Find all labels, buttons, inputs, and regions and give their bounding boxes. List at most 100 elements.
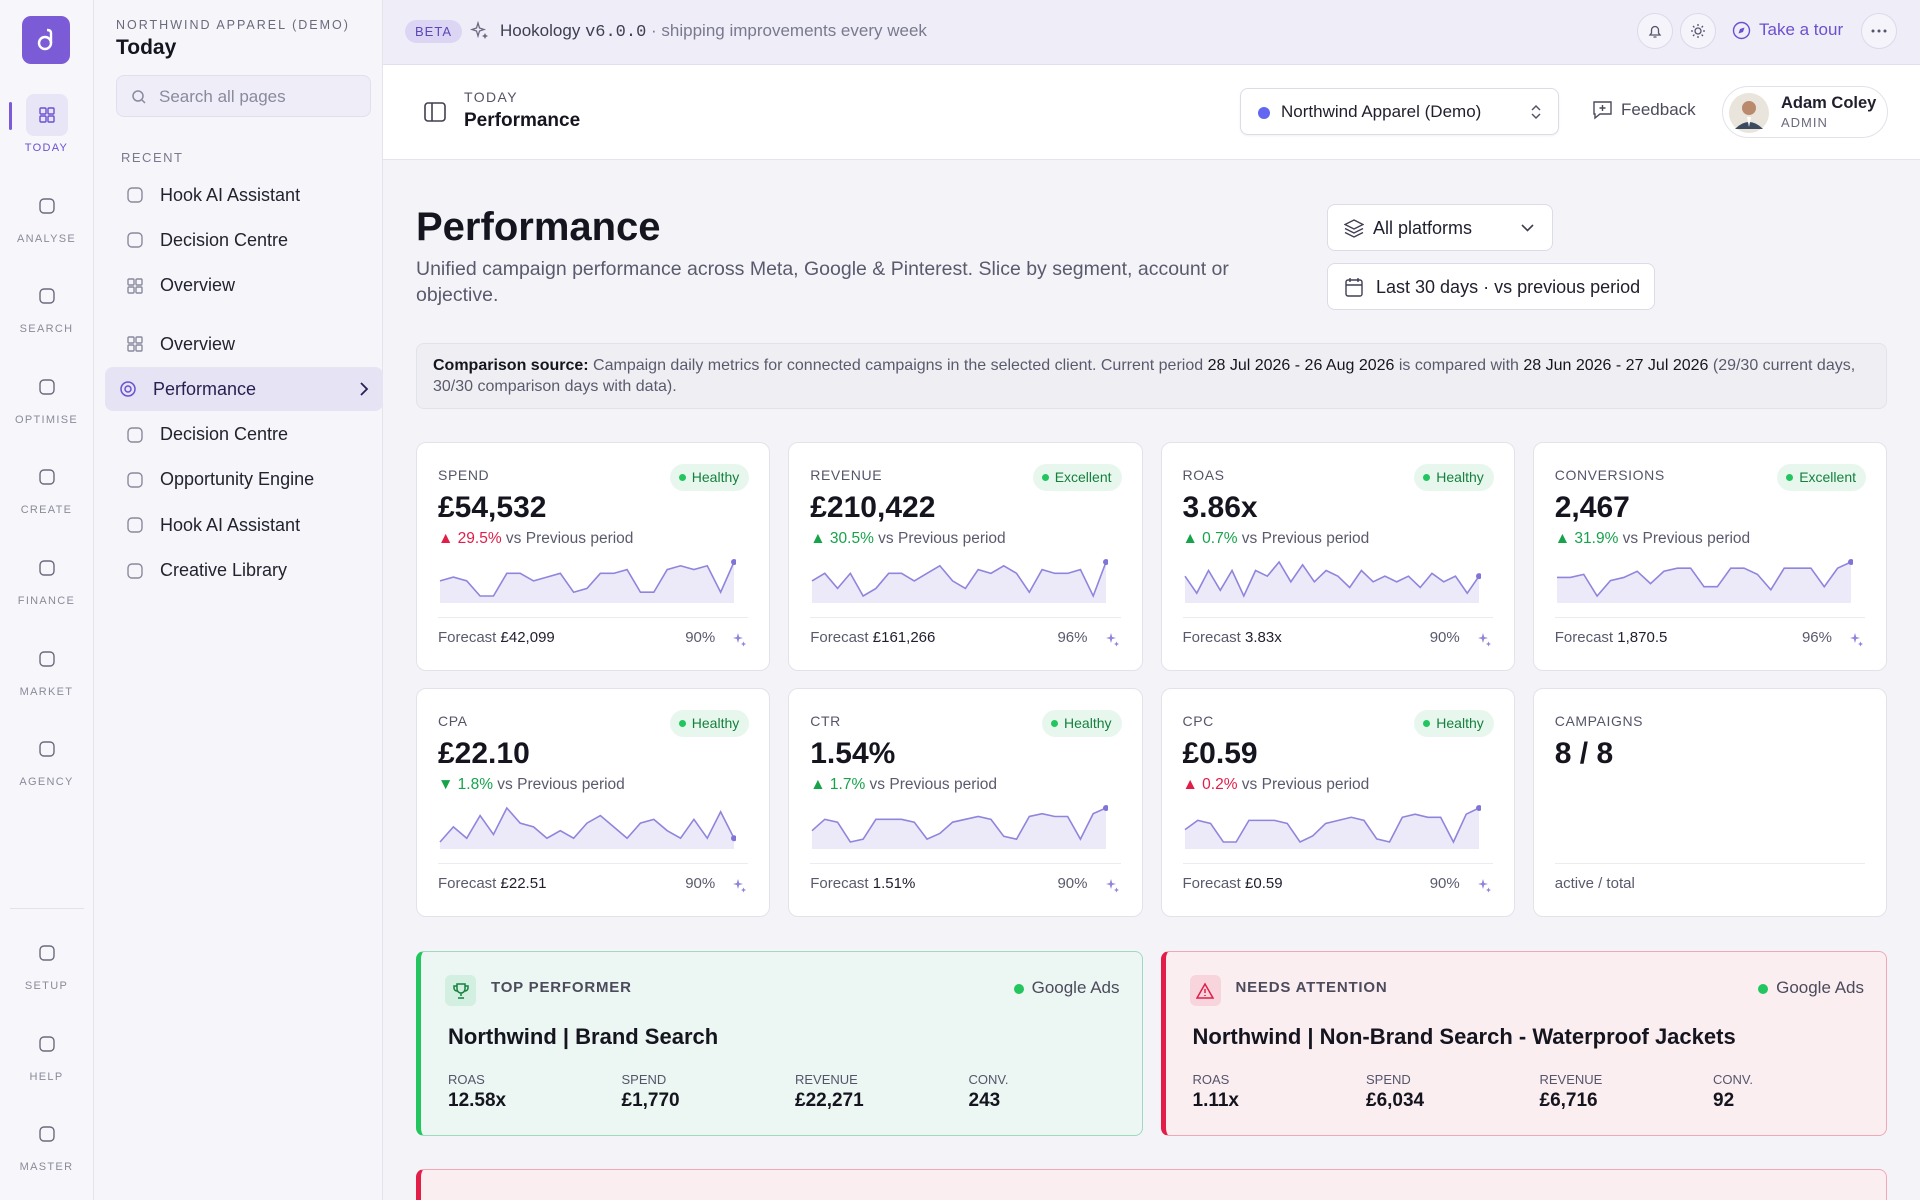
rail-icon [26,185,68,227]
metric-label: CPA [438,713,468,729]
active-page-link[interactable]: Performance [105,367,383,412]
beta-badge: BETA [405,20,462,43]
forecast-label: Forecast [810,875,869,892]
change-note: vs Previous period [878,530,1006,547]
metric-value: 1.54% [810,737,896,770]
icon-part [135,277,143,286]
rail-item[interactable]: CREATE [0,456,93,516]
release-note: Hookology v6.0.0 · shipping improvements… [500,21,927,42]
icon-part [38,115,47,123]
card-divider [810,863,1121,864]
metric-change: ▼ 1.8% vs Previous period [438,776,625,794]
recent-link[interactable]: Hook AI Assistant [106,173,383,217]
icon [38,107,55,123]
icon-path [1196,981,1214,999]
compass-icon [1732,21,1751,39]
metric-label: REVENUE [810,467,883,483]
next-card [416,1169,1887,1200]
highlight-card[interactable]: TOP PERFORMER Google Ads Northwind | Brand… [416,951,1143,1136]
page-link[interactable]: Hook AI Assistant [106,503,383,547]
sparkline-line [1556,561,1852,598]
rail-item[interactable]: HELP [0,1023,93,1083]
layers-icon [1344,219,1364,238]
forecast-value: 1,870.5 [1617,629,1668,646]
ai-icon-path [733,633,747,647]
stat: CONV. 243 [969,1072,1009,1112]
rail-item[interactable]: SEARCH [0,275,93,335]
stat: ROAS 1.11x [1193,1072,1240,1112]
client-select[interactable]: Northwind Apparel (Demo) [1240,88,1559,135]
date-filter[interactable]: Last 30 days · vs previous period [1327,263,1655,310]
user-menu[interactable]: Adam Coley ADMIN [1722,86,1888,138]
change-value: ▲ 31.9% [1554,530,1619,547]
icon [127,187,143,203]
stat-label: REVENUE [1539,1072,1603,1087]
page-link[interactable]: Overview [106,322,383,366]
recent-link[interactable]: Decision Centre [106,218,383,262]
page-link[interactable]: Decision Centre [106,413,383,457]
rail-item[interactable]: AGENCY [0,728,93,788]
rail-item[interactable]: MARKET [0,638,93,698]
search-box[interactable]: Search all pages [116,75,371,117]
forecast-label: Forecast [438,875,497,892]
icon [38,1126,55,1142]
user-role: ADMIN [1781,115,1828,130]
rail-item[interactable]: ANALYSE [0,185,93,245]
highlight-card[interactable]: NEEDS ATTENTION Google Ads Northwind | Non… [1160,951,1887,1136]
icon-part [46,107,55,115]
sparkline [811,559,1109,603]
platform-filter[interactable]: All platforms [1327,204,1553,251]
icon-part [135,344,143,352]
icon-part [38,1035,55,1052]
icon [127,232,143,248]
platform: Google Ads [1013,978,1120,998]
comparison-text: (29/30 current days, 30/30 comparison da… [433,357,1856,395]
rail-item[interactable]: MASTER [0,1113,93,1173]
header-eyebrow: TODAY [464,89,518,105]
recent-link[interactable]: Overview [106,264,383,308]
stat-value: £6,034 [1366,1090,1425,1111]
metric-grid: SPEND £54,532 Healthy ▲ 29.5% vs Previous p… [416,442,1887,917]
theme-button[interactable] [1680,13,1716,49]
ai-icon [733,633,747,647]
icon-part [127,232,143,248]
logo[interactable] [22,16,70,64]
ai-icon-path [1105,879,1119,893]
metric-value: £0.59 [1182,737,1258,770]
sparkline-area [1184,562,1479,603]
rail-item[interactable]: OPTIMISE [0,366,93,426]
search-icon [132,90,146,104]
change-note: vs Previous period [1241,776,1370,793]
icon-part [124,385,132,394]
stat-value: 1.11x [1192,1090,1240,1111]
page-subtitle: Unified campaign performance across Meta… [416,258,1229,306]
stat: REVENUE £6,716 [1540,1072,1603,1112]
sidebar-toggle[interactable] [424,102,446,122]
page-link[interactable]: Creative Library [106,549,383,593]
link-label: Overview [160,275,236,296]
notifications-button[interactable] [1637,13,1673,49]
icon [38,560,55,576]
metric-card: CAMPAIGNS 8 / 8 active / total [1532,688,1887,917]
forecast-label: Forecast [810,629,869,646]
forecast-value: £0.59 [1245,875,1283,892]
page-link[interactable]: Opportunity Engine [106,458,383,502]
more-button[interactable] [1861,13,1897,49]
tour-button[interactable]: Take a tour [1732,20,1843,40]
icon-part [127,336,135,344]
status-badge: Healthy [1042,710,1122,737]
rail-label: MARKET [19,685,74,698]
highlight-icon [1189,975,1221,1006]
rail-icon [26,728,68,770]
sparkline-area [812,562,1107,603]
card-divider [1182,863,1493,864]
change-value: ▲ 30.5% [810,530,874,547]
rail-item[interactable]: SETUP [0,932,93,992]
card-divider [1182,617,1493,618]
stat-value: £1,770 [621,1090,680,1111]
metric-change: ▲ 0.7% vs Previous period [1183,530,1370,548]
rail-item[interactable]: TODAY [0,94,93,154]
feedback-button[interactable]: Feedback [1592,100,1696,120]
icon [38,469,55,486]
rail-item[interactable]: FINANCE [0,547,93,607]
